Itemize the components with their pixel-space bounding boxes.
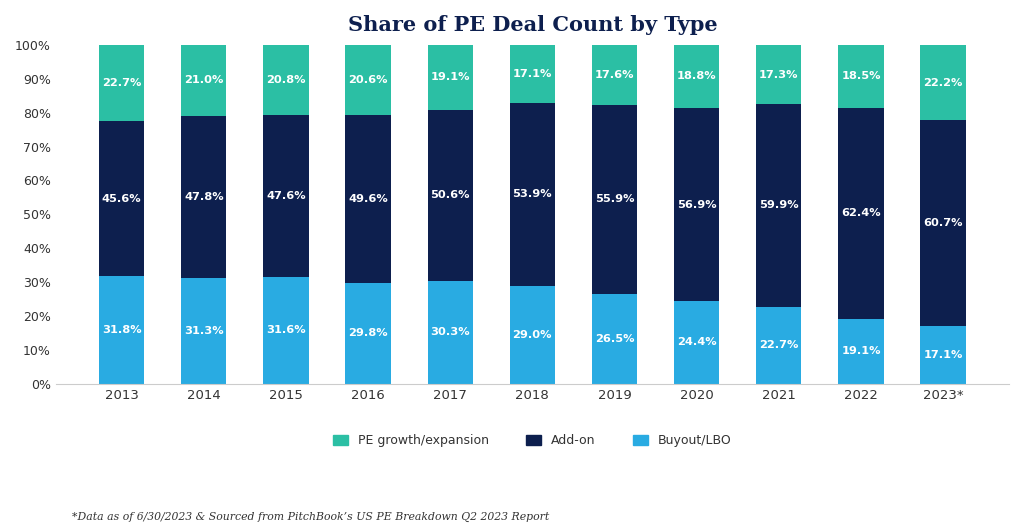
Text: 29.0%: 29.0%: [513, 329, 552, 339]
Text: 30.3%: 30.3%: [430, 327, 470, 337]
Bar: [345, 283, 391, 384]
Bar: [263, 277, 308, 384]
Bar: [756, 45, 802, 104]
Bar: [428, 45, 473, 110]
Text: 55.9%: 55.9%: [595, 194, 634, 204]
Bar: [674, 108, 719, 301]
Bar: [99, 44, 144, 121]
Text: 45.6%: 45.6%: [101, 194, 141, 204]
Text: 24.4%: 24.4%: [677, 337, 717, 347]
Text: 53.9%: 53.9%: [513, 189, 552, 199]
Bar: [99, 276, 144, 384]
Bar: [674, 44, 719, 108]
Text: 20.8%: 20.8%: [266, 75, 306, 85]
Bar: [428, 281, 473, 384]
Legend: PE growth/expansion, Add-on, Buyout/LBO: PE growth/expansion, Add-on, Buyout/LBO: [328, 429, 737, 452]
Text: *Data as of 6/30/2023 & Sourced from PitchBook’s US PE Breakdown Q2 2023 Report: *Data as of 6/30/2023 & Sourced from Pit…: [72, 513, 549, 522]
Bar: [510, 45, 555, 103]
Text: 60.7%: 60.7%: [924, 218, 963, 228]
Text: 47.8%: 47.8%: [184, 192, 223, 202]
Bar: [510, 286, 555, 384]
Bar: [592, 45, 637, 105]
Bar: [510, 103, 555, 286]
Bar: [181, 44, 226, 116]
Bar: [263, 45, 308, 116]
Text: 17.1%: 17.1%: [513, 69, 552, 79]
Bar: [921, 120, 966, 326]
Text: 17.1%: 17.1%: [924, 350, 963, 360]
Bar: [756, 104, 802, 307]
Bar: [674, 301, 719, 384]
Bar: [181, 278, 226, 384]
Text: 49.6%: 49.6%: [348, 194, 388, 204]
Bar: [921, 45, 966, 120]
Text: 17.6%: 17.6%: [595, 70, 634, 79]
Bar: [756, 307, 802, 384]
Text: 56.9%: 56.9%: [677, 200, 717, 210]
Text: 47.6%: 47.6%: [266, 191, 306, 201]
Text: 19.1%: 19.1%: [430, 72, 470, 82]
Bar: [181, 116, 226, 278]
Bar: [345, 45, 391, 115]
Text: 62.4%: 62.4%: [841, 208, 881, 218]
Bar: [592, 105, 637, 294]
Bar: [592, 294, 637, 384]
Text: 21.0%: 21.0%: [184, 75, 223, 85]
Bar: [839, 45, 884, 108]
Text: 31.8%: 31.8%: [101, 325, 141, 335]
Bar: [99, 121, 144, 276]
Bar: [839, 319, 884, 384]
Text: 22.7%: 22.7%: [102, 78, 141, 88]
Bar: [428, 110, 473, 281]
Bar: [345, 115, 391, 283]
Text: 31.6%: 31.6%: [266, 325, 306, 335]
Text: 29.8%: 29.8%: [348, 328, 388, 338]
Text: 22.2%: 22.2%: [924, 77, 963, 87]
Text: 59.9%: 59.9%: [759, 200, 799, 210]
Bar: [839, 108, 884, 319]
Text: 50.6%: 50.6%: [430, 190, 470, 200]
Text: 20.6%: 20.6%: [348, 75, 388, 85]
Text: 18.8%: 18.8%: [677, 72, 717, 82]
Text: 18.5%: 18.5%: [841, 71, 881, 81]
Text: 26.5%: 26.5%: [595, 334, 634, 344]
Text: 22.7%: 22.7%: [759, 340, 799, 350]
Text: 17.3%: 17.3%: [759, 70, 799, 79]
Text: 19.1%: 19.1%: [841, 346, 881, 357]
Text: 31.3%: 31.3%: [184, 326, 223, 336]
Bar: [263, 116, 308, 277]
Bar: [921, 326, 966, 384]
Title: Share of PE Deal Count by Type: Share of PE Deal Count by Type: [347, 15, 717, 35]
